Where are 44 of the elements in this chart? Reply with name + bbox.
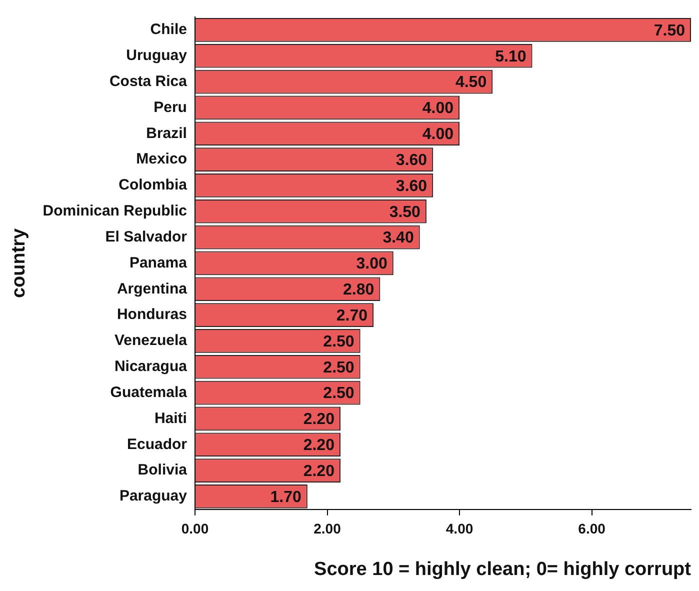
x-tick-label: 0.00	[181, 520, 209, 537]
y-tick-label: Peru	[154, 98, 187, 116]
x-axis-title: Score 10 = highly clean; 0= highly corrupt	[314, 558, 692, 580]
y-tick-label: Panama	[129, 254, 188, 272]
data-label: 4.50	[455, 74, 487, 92]
y-tick-label: Colombia	[118, 176, 188, 194]
data-label: 3.60	[396, 178, 428, 195]
y-tick-label: Costa Rica	[109, 72, 188, 90]
y-tick-label: Bolivia	[138, 462, 188, 479]
data-label: 4.00	[422, 100, 454, 118]
y-tick-label: Paraguay	[119, 488, 188, 505]
y-tick-label: Honduras	[116, 306, 187, 324]
data-label: 3.00	[356, 256, 388, 273]
data-label: 2.50	[323, 385, 354, 402]
y-tick-label: Nicaragua	[114, 358, 188, 376]
data-label: 7.50	[654, 22, 686, 40]
data-label: 2.20	[303, 437, 335, 454]
data-label: 3.60	[396, 152, 428, 169]
x-tick-label: 4.00	[446, 520, 474, 537]
data-label: 2.20	[303, 462, 335, 480]
y-tick-label: Venezuela	[114, 332, 188, 350]
y-axis-title: country	[8, 228, 30, 298]
y-tick-label: Brazil	[146, 124, 187, 142]
data-label: 4.00	[422, 126, 454, 144]
y-tick-label: El Salvador	[105, 228, 188, 246]
x-tick-label: 2.00	[314, 520, 342, 537]
y-tick-label: Argentina	[116, 280, 188, 298]
y-tick-label: Guatemala	[110, 384, 188, 401]
y-tick-label: Chile	[150, 21, 187, 38]
data-label: 3.50	[389, 204, 421, 221]
data-label: 2.50	[323, 359, 354, 376]
data-label: 3.40	[382, 230, 414, 247]
data-label: 2.80	[343, 282, 374, 299]
y-tick-label: Dominican Republic	[42, 202, 187, 220]
data-label: 2.70	[336, 307, 368, 324]
data-label: 2.20	[303, 411, 335, 428]
data-label: 2.50	[323, 333, 354, 350]
y-tick-label: Haiti	[154, 410, 187, 427]
y-tick-label: Uruguay	[126, 47, 188, 64]
data-label: 5.10	[495, 48, 526, 66]
y-tick-label: Mexico	[136, 150, 187, 168]
x-tick-label: 6.00	[578, 520, 606, 537]
data-label: 1.70	[270, 488, 302, 506]
y-tick-label: Ecuador	[126, 436, 188, 453]
